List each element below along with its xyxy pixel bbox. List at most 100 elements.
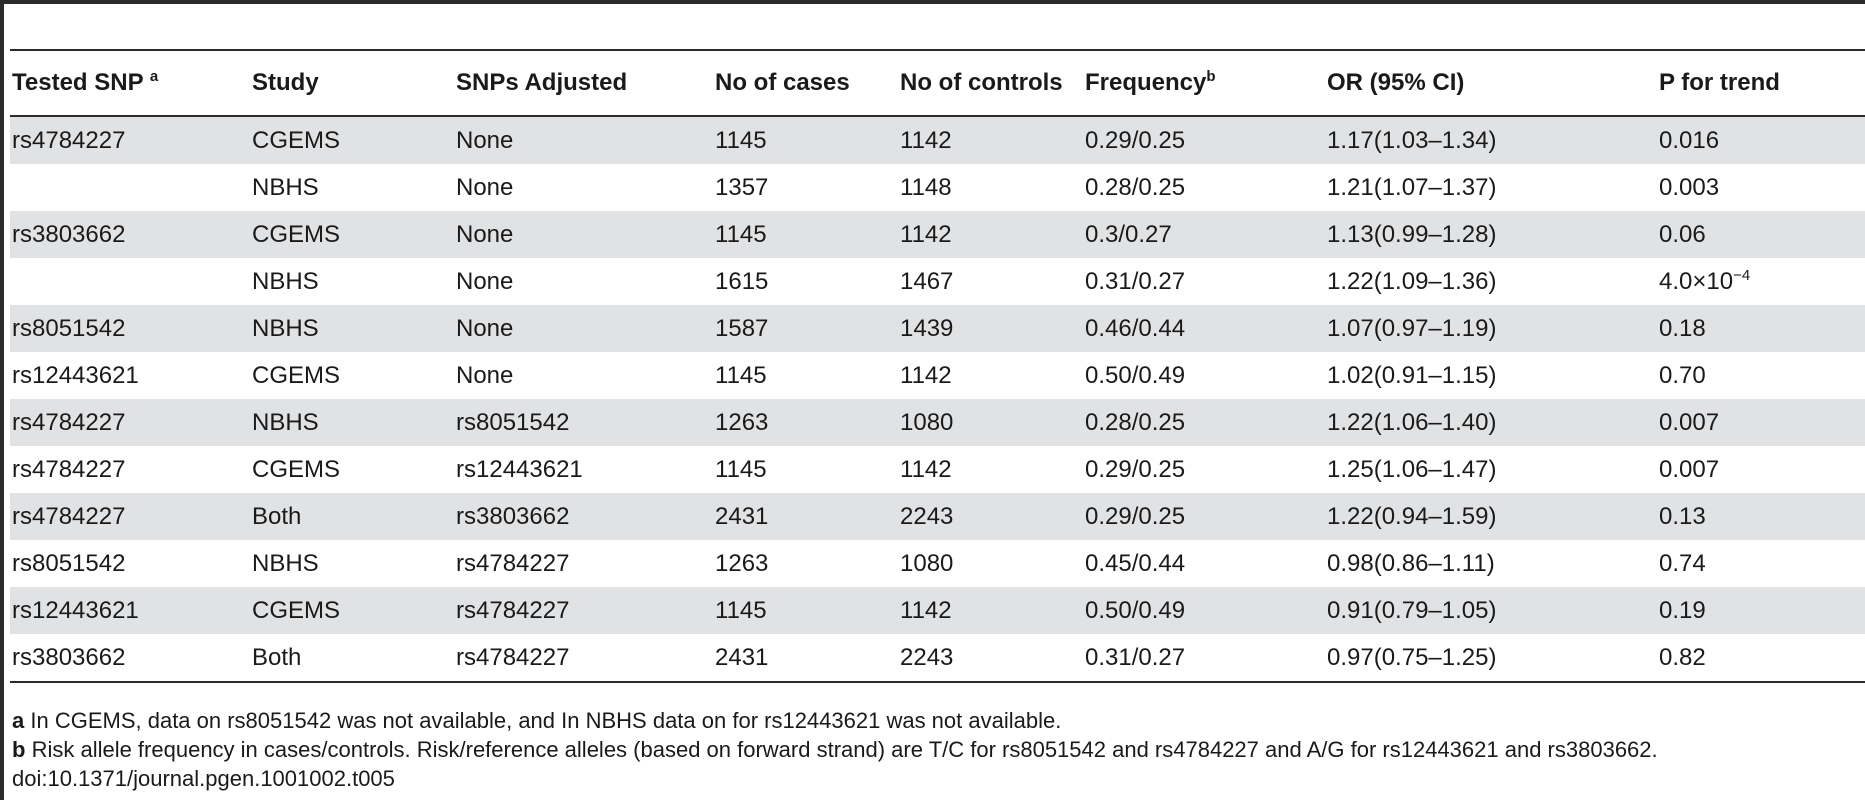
footnote-b: b Risk allele frequency in cases/control… bbox=[12, 735, 1862, 764]
cell-study: CGEMS bbox=[250, 211, 454, 258]
cell-no-of-controls: 1467 bbox=[900, 267, 954, 295]
cell-tested-snp: rs3803662 bbox=[12, 643, 126, 671]
table-row: rs4784227 CGEMS None 1145 1142 0.29/0.25… bbox=[10, 116, 1865, 164]
left-border-rule bbox=[0, 0, 4, 800]
cell-no-of-cases: 2431 bbox=[715, 643, 769, 671]
cell-p-for-trend: 0.007 bbox=[1657, 399, 1865, 446]
cell-p-for-trend: 0.74 bbox=[1659, 549, 1706, 577]
cell-snps-adjusted: None bbox=[454, 116, 713, 164]
cell-p-for-trend: 0.13 bbox=[1657, 493, 1865, 540]
cell-study: NBHS bbox=[252, 173, 319, 201]
table-row: rs12443621 CGEMS rs4784227 1145 1142 0.5… bbox=[10, 587, 1865, 634]
cell-no-of-cases: 1145 bbox=[715, 361, 767, 389]
table-row: rs4784227 Both rs3803662 2431 2243 0.29/… bbox=[10, 493, 1865, 540]
cell-no-of-cases: 2431 bbox=[713, 493, 898, 540]
cell-snps-adjusted: None bbox=[456, 173, 514, 201]
cell-tested-snp: rs12443621 bbox=[10, 587, 250, 634]
cell-or-ci: 1.22(1.06–1.40) bbox=[1325, 399, 1657, 446]
table-row: rs3803662 CGEMS None 1145 1142 0.3/0.27 … bbox=[10, 211, 1865, 258]
cell-no-of-controls: 1142 bbox=[898, 211, 1083, 258]
cell-frequency: 0.31/0.27 bbox=[1085, 643, 1186, 671]
cell-tested-snp: rs8051542 bbox=[10, 305, 250, 352]
cell-study: CGEMS bbox=[250, 587, 454, 634]
cell-or-ci: 0.91(0.79–1.05) bbox=[1325, 587, 1657, 634]
cell-snps-adjusted: None bbox=[456, 267, 514, 295]
header-frequency: Frequencyb bbox=[1085, 68, 1216, 96]
cell-no-of-cases: 1145 bbox=[713, 211, 898, 258]
cell-study: NBHS bbox=[250, 399, 454, 446]
cell-snps-adjusted: rs4784227 bbox=[454, 587, 713, 634]
table-row: NBHS None 1357 1148 0.28/0.25 1.21(1.07–… bbox=[10, 164, 1865, 211]
cell-no-of-controls: 1142 bbox=[898, 587, 1083, 634]
footnote-a: a In CGEMS, data on rs8051542 was not av… bbox=[12, 706, 1862, 735]
cell-tested-snp: rs3803662 bbox=[10, 211, 250, 258]
cell-p-for-trend: 0.82 bbox=[1659, 643, 1706, 671]
footnote-mark: a bbox=[12, 708, 25, 733]
cell-snps-adjusted: None bbox=[456, 361, 514, 389]
cell-tested-snp: rs4784227 bbox=[10, 116, 250, 164]
header-or-ci: OR (95% CI) bbox=[1327, 69, 1465, 96]
cell-frequency: 0.28/0.25 bbox=[1083, 399, 1325, 446]
cell-frequency: 0.29/0.25 bbox=[1085, 455, 1186, 483]
cell-frequency: 0.50/0.49 bbox=[1085, 361, 1186, 389]
cell-no-of-controls: 2243 bbox=[898, 493, 1083, 540]
cell-snps-adjusted: None bbox=[454, 305, 713, 352]
table-footnotes: a In CGEMS, data on rs8051542 was not av… bbox=[12, 706, 1862, 793]
cell-no-of-cases: 1145 bbox=[715, 455, 767, 483]
footnote-mark: b bbox=[12, 737, 26, 762]
cell-p-for-trend: 4.0×10−4 bbox=[1659, 266, 1751, 295]
cell-no-of-cases: 1145 bbox=[713, 587, 898, 634]
cell-study: Both bbox=[250, 493, 454, 540]
cell-study: CGEMS bbox=[252, 455, 341, 483]
cell-or-ci: 1.17(1.03–1.34) bbox=[1325, 116, 1657, 164]
cell-p-for-trend: 0.70 bbox=[1659, 361, 1706, 389]
cell-or-ci: 0.98(0.86–1.11) bbox=[1327, 549, 1495, 577]
header-no-of-controls: No of controls bbox=[900, 69, 1063, 96]
cell-study: CGEMS bbox=[250, 116, 454, 164]
cell-study: NBHS bbox=[250, 305, 454, 352]
cell-no-of-cases: 1145 bbox=[713, 116, 898, 164]
cell-no-of-controls: 1142 bbox=[900, 455, 952, 483]
cell-or-ci: 1.25(1.06–1.47) bbox=[1327, 455, 1497, 483]
cell-study: CGEMS bbox=[252, 361, 341, 389]
cell-tested-snp bbox=[10, 258, 250, 305]
cell-or-ci: 1.02(0.91–1.15) bbox=[1327, 361, 1497, 389]
cell-frequency: 0.3/0.27 bbox=[1083, 211, 1325, 258]
cell-no-of-controls: 1080 bbox=[898, 399, 1083, 446]
cell-snps-adjusted: rs8051542 bbox=[454, 399, 713, 446]
top-border-rule bbox=[0, 0, 1865, 4]
doi-link[interactable]: doi:10.1371/journal.pgen.1001002.t005 bbox=[12, 766, 395, 791]
cell-snps-adjusted: rs4784227 bbox=[456, 549, 570, 577]
table-row: NBHS None 1615 1467 0.31/0.27 1.22(1.09–… bbox=[10, 258, 1865, 305]
cell-p-for-trend: 0.007 bbox=[1659, 455, 1720, 483]
cell-no-of-cases: 1587 bbox=[713, 305, 898, 352]
cell-tested-snp: rs12443621 bbox=[12, 361, 139, 389]
cell-study: NBHS bbox=[252, 267, 319, 295]
cell-frequency: 0.50/0.49 bbox=[1083, 587, 1325, 634]
cell-or-ci: 1.22(1.09–1.36) bbox=[1327, 267, 1497, 295]
cell-study: NBHS bbox=[252, 549, 319, 577]
cell-tested-snp: rs8051542 bbox=[12, 549, 126, 577]
cell-no-of-cases: 1263 bbox=[715, 549, 769, 577]
cell-or-ci: 1.13(0.99–1.28) bbox=[1325, 211, 1657, 258]
footnote-text: In CGEMS, data on rs8051542 was not avai… bbox=[24, 708, 1062, 733]
cell-no-of-controls: 2243 bbox=[900, 643, 954, 671]
cell-or-ci: 1.22(0.94–1.59) bbox=[1325, 493, 1657, 540]
cell-frequency: 0.28/0.25 bbox=[1085, 173, 1186, 201]
cell-study: Both bbox=[252, 643, 302, 671]
table-row: rs3803662 Both rs4784227 2431 2243 0.31/… bbox=[10, 634, 1865, 682]
cell-frequency: 0.45/0.44 bbox=[1085, 549, 1186, 577]
cell-no-of-cases: 1615 bbox=[715, 267, 769, 295]
cell-frequency: 0.29/0.25 bbox=[1083, 493, 1325, 540]
cell-frequency: 0.46/0.44 bbox=[1083, 305, 1325, 352]
cell-p-for-trend: 0.18 bbox=[1657, 305, 1865, 352]
cell-no-of-cases: 1263 bbox=[713, 399, 898, 446]
results-table-container: Tested SNP a Study SNPs Adjusted No of c… bbox=[10, 49, 1865, 683]
table-row: rs4784227 NBHS rs8051542 1263 1080 0.28/… bbox=[10, 399, 1865, 446]
snp-association-table: Tested SNP a Study SNPs Adjusted No of c… bbox=[10, 49, 1865, 683]
table-row: rs8051542 NBHS rs4784227 1263 1080 0.45/… bbox=[10, 540, 1865, 587]
cell-frequency: 0.29/0.25 bbox=[1083, 116, 1325, 164]
header-tested-snp: Tested SNP a bbox=[12, 68, 159, 96]
cell-snps-adjusted: None bbox=[454, 211, 713, 258]
cell-snps-adjusted: rs4784227 bbox=[456, 643, 570, 671]
